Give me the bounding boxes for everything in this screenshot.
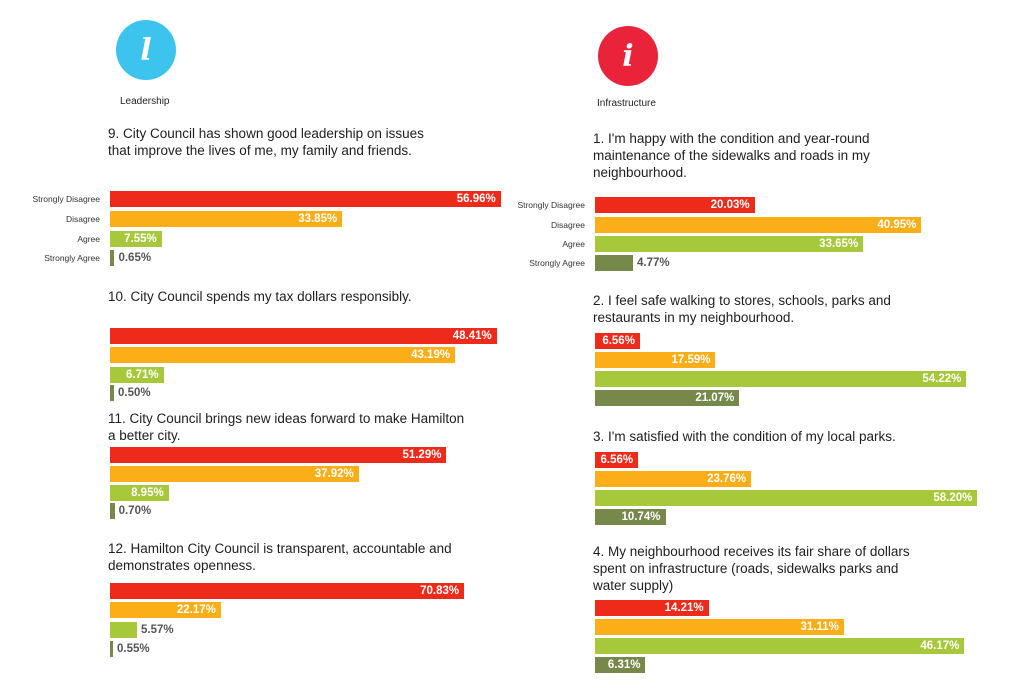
chart-3-bar-agree (110, 622, 137, 638)
chart-1-label-agree: 6.71% (126, 369, 159, 381)
chart-1-label-disagree: 43.19% (411, 349, 451, 361)
chart-2-title: 11. City Council brings new ideas forwar… (108, 411, 465, 443)
chart-2-label-strongly-agree: 0.70% (118, 505, 152, 517)
chart-6-bar-agree (595, 490, 978, 506)
chart-0-bar-agree (110, 231, 162, 247)
chart-0-label-strongly-agree: 0.65% (118, 252, 152, 264)
chart-0-category-agree: Agree (77, 234, 100, 244)
infrastructure-section-label: Infrastructure (597, 98, 656, 109)
chart-7-label-disagree: 31.11% (800, 621, 839, 633)
chart-6-label-strongly-disagree: 6.56% (600, 454, 634, 466)
chart-2-label-agree: 8.95% (131, 487, 164, 499)
chart-4-category-disagree: Disagree (550, 220, 585, 230)
chart-2-bar-strongly-agree (110, 503, 115, 519)
leadership-icon-glyph: l (140, 32, 152, 68)
chart-0-label-agree: 7.55% (124, 233, 157, 245)
chart-7-label-strongly-agree: 6.31% (607, 659, 641, 671)
chart-4-label-agree: 33.65% (819, 238, 859, 250)
chart-0-title: 9. City Council has shown good leadershi… (108, 126, 424, 158)
chart-0-bar-strongly-agree (110, 250, 115, 266)
chart-1-bar-disagree (110, 347, 456, 363)
chart-4-bar-agree (595, 236, 864, 252)
chart-7-label-agree: 46.17% (920, 640, 960, 652)
chart-4-title: 1. I'm happy with the condition and year… (593, 131, 870, 180)
chart-3-bar-strongly-disagree (110, 583, 465, 599)
chart-4-bar-strongly-disagree (595, 197, 755, 213)
chart-4-bar-strongly-agree (595, 255, 634, 271)
chart-0-label-disagree: 33.85% (298, 213, 338, 225)
chart-4-category-agree: Agree (562, 239, 585, 249)
leadership-section-label: Leadership (120, 96, 170, 107)
chart-0-category-disagree: Disagree (65, 214, 100, 224)
chart-5-bar-disagree (595, 352, 716, 368)
chart-0-category-strongly-disagree: Strongly Disagree (32, 194, 100, 204)
chart-5-bar-strongly-disagree (595, 333, 640, 349)
chart-4-label-strongly-agree: 4.77% (637, 257, 670, 269)
chart-4-category-strongly-agree: Strongly Agree (529, 258, 585, 268)
chart-7-label-strongly-disagree: 14.21% (664, 602, 704, 614)
chart-6-bar-strongly-disagree (595, 452, 639, 468)
chart-0-label-strongly-disagree: 56.96% (456, 193, 496, 205)
chart-2-label-strongly-disagree: 51.29% (402, 449, 442, 461)
chart-3-label-disagree: 22.17% (176, 604, 216, 616)
chart-7-bar-disagree (595, 619, 844, 635)
chart-5-label-agree: 54.22% (922, 373, 962, 385)
chart-6-bar-disagree (595, 471, 752, 487)
chart-1-label-strongly-agree: 0.50% (117, 387, 151, 399)
chart-7-bar-strongly-disagree (595, 600, 709, 616)
chart-2-bar-strongly-disagree (110, 447, 447, 463)
chart-5-title: 2. I feel safe walking to stores, school… (593, 293, 891, 325)
chart-1-label-strongly-disagree: 48.41% (452, 330, 492, 342)
chart-4-category-strongly-disagree: Strongly Disagree (517, 200, 585, 210)
chart-3-bar-disagree (110, 602, 221, 618)
leadership-icon: l (116, 20, 176, 80)
chart-6-label-agree: 58.20% (933, 492, 973, 504)
chart-0-bar-strongly-disagree (110, 191, 501, 207)
chart-6-label-disagree: 23.76% (707, 473, 747, 485)
chart-3-label-strongly-agree: 0.55% (117, 643, 150, 655)
chart-1-bar-strongly-disagree (110, 328, 497, 344)
chart-5-label-strongly-disagree: 6.56% (602, 335, 635, 347)
chart-4-bar-disagree (595, 217, 922, 233)
chart-0-bar-disagree (110, 211, 343, 227)
chart-7-bar-strongly-agree (595, 657, 646, 673)
chart-1-bar-agree (110, 367, 164, 383)
chart-5-bar-strongly-agree (595, 390, 740, 406)
chart-0-category-strongly-agree: Strongly Agree (44, 253, 100, 263)
infrastructure-icon: i (598, 26, 658, 86)
chart-3-label-agree: 5.57% (141, 624, 174, 636)
chart-2-bar-agree (110, 485, 169, 501)
chart-3-bar-strongly-agree (110, 641, 113, 657)
chart-5-label-disagree: 17.59% (671, 354, 711, 366)
chart-3-label-strongly-disagree: 70.83% (420, 585, 460, 597)
chart-4-label-disagree: 40.95% (877, 219, 917, 231)
chart-5-bar-agree (595, 371, 967, 387)
chart-7-bar-agree (595, 638, 965, 654)
chart-7-title: 4. My neighbourhood receives its fair sh… (593, 544, 910, 593)
chart-4-label-strongly-disagree: 20.03% (710, 199, 750, 211)
infrastructure-icon-glyph: i (622, 38, 634, 74)
chart-6-label-strongly-agree: 10.74% (621, 511, 661, 523)
chart-6-title: 3. I'm satisfied with the condition of m… (593, 429, 896, 444)
chart-2-bar-disagree (110, 466, 359, 482)
chart-1-title: 10. City Council spends my tax dollars r… (108, 289, 412, 304)
chart-6-bar-strongly-agree (595, 509, 666, 525)
chart-2-label-disagree: 37.92% (314, 468, 354, 480)
chart-3-title: 12. Hamilton City Council is transparent… (108, 541, 452, 573)
chart-5-label-strongly-agree: 21.07% (695, 392, 735, 404)
chart-1-bar-strongly-agree (110, 385, 114, 401)
